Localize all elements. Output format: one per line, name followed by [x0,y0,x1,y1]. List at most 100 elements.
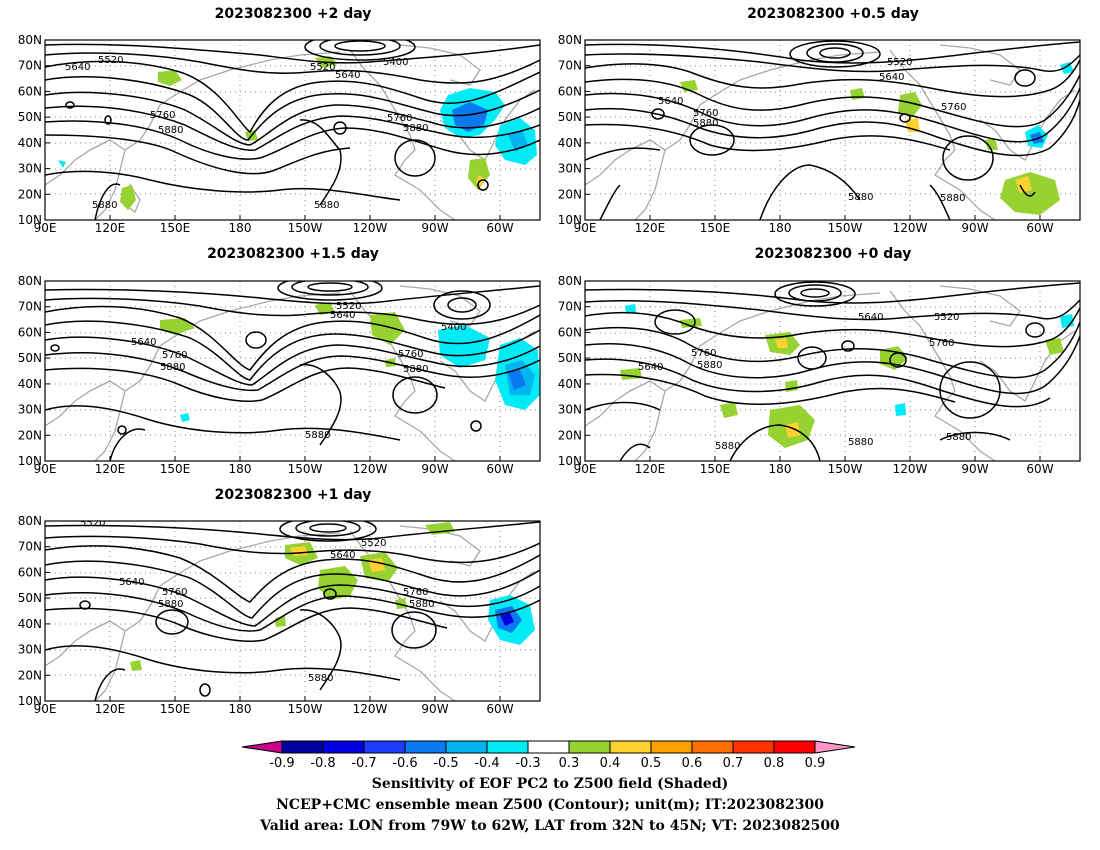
lon-tick-label: 180 [229,221,252,235]
colorbar-label: 0.3 [559,756,580,771]
colorbar-high-arrow [814,740,856,754]
contour-label: 5520 [310,62,335,73]
lon-tick-label: 150E [160,702,191,716]
lon-tick-label: 120E [635,462,666,476]
panel-plus0: 5640 5520 5760 5880 5640 5760 5880 5880 … [585,281,1080,461]
contour-label: 5400 [441,322,466,333]
lon-tick-label: 120W [353,462,388,476]
contour-label: 5760 [403,587,428,598]
contour-label: 5760 [691,348,716,359]
panel-plus1: 5520 5520 5640 5640 5760 5880 5760 5880 … [45,518,540,701]
lat-tick-label: 20N [18,428,42,442]
lon-tick-label: 150W [828,462,863,476]
contour-label: 5640 [335,70,360,81]
colorbar-label: 0.7 [723,756,744,771]
panel-frame [44,280,541,462]
contour-label: 5760 [387,113,412,124]
lat-tick-label: 70N [18,300,42,314]
panel-title-plus1: 2023082300 +1 day [214,487,372,503]
lat-tick-label: 20N [558,187,582,201]
lat-tick-label: 80N [18,274,42,288]
contour-labels: 5520 5520 5640 5640 5760 5880 5760 5880 … [80,518,434,684]
lon-tick-label: 90E [574,221,597,235]
lon-tick-label: 90W [961,221,988,235]
colorbar-swatch [773,740,816,754]
lon-tick-label: 120W [353,702,388,716]
lat-tick-label: 60N [18,565,42,579]
colorbar-swatch [691,740,734,754]
contour-label: 5880 [409,599,434,610]
panel-plus2: 5520 5640 5520 5400 5640 5760 5880 5760 … [45,40,540,220]
lon-tick-label: 120W [353,221,388,235]
lat-tick-label: 20N [18,668,42,682]
contour-label: 5880 [308,673,333,684]
lat-tick-label: 80N [18,514,42,528]
lon-tick-label: 180 [769,221,792,235]
lat-tick-label: 70N [558,300,582,314]
lon-tick-label: 60W [1026,462,1053,476]
colorbar-label: -0.6 [392,756,417,771]
footer-line-3: Valid area: LON from 79W to 62W, LAT fro… [260,818,840,834]
contour-label: 5880 [946,432,971,443]
lat-tick-label: 40N [18,617,42,631]
contour-label: 5880 [848,437,873,448]
colorbar-low-arrow [241,740,283,754]
colorbar-swatch [322,740,365,754]
lat-tick-label: 60N [18,325,42,339]
colorbar-swatch [486,740,529,754]
contours [45,40,540,220]
lat-tick-label: 50N [558,351,582,365]
lon-tick-label: 90W [961,462,988,476]
contour-label: 5520 [887,57,912,68]
contour-label: 5640 [858,312,883,323]
lon-tick-label: 90W [421,462,448,476]
lat-tick-label: 40N [18,377,42,391]
contour-label: 5640 [658,96,683,107]
colorbar-swatch [609,740,652,754]
lat-tick-label: 30N [558,403,582,417]
footer-line-1: Sensitivity of EOF PC2 to Z500 field (Sh… [371,776,729,792]
colorbar-swatch [363,740,406,754]
lat-tick-label: 60N [18,84,42,98]
panel-title-plus0.5: 2023082300 +0.5 day [747,6,919,22]
lon-tick-label: 90E [34,702,57,716]
map-panels: 5520 5640 5520 5400 5640 5760 5880 5760 … [18,33,1081,716]
shading [620,304,1074,448]
contour-label: 5520 [934,312,959,323]
lon-tick-label: 150E [700,221,731,235]
shading [160,302,540,422]
contour-label: 5640 [638,362,663,373]
contour-label: 5880 [693,118,718,129]
contour-label: 5520 [80,518,105,529]
contour-label: 5880 [158,125,183,136]
shading [680,62,1074,215]
contours [585,281,1080,461]
panel-frame [44,39,541,221]
lon-tick-label: 150W [288,702,323,716]
colorbar-swatch [404,740,447,754]
contour-label: 5760 [398,349,423,360]
colorbar-swatch [281,740,324,754]
footer-line-2: NCEP+CMC ensemble mean Z500 (Contour); u… [276,797,824,813]
lon-tick-label: 180 [229,462,252,476]
lon-tick-label: 120E [635,221,666,235]
contours [45,281,540,461]
colorbar-label: 0.4 [600,756,621,771]
colorbar-label: -0.3 [515,756,540,771]
contour-label: 5640 [330,310,355,321]
lat-tick-label: 70N [558,59,582,73]
contour-label: 5880 [697,360,722,371]
lat-tick-label: 50N [558,110,582,124]
contour-label: 5520 [98,55,123,66]
lat-tick-label: 30N [18,643,42,657]
contour-label: 5880 [305,430,330,441]
lon-tick-label: 120E [95,462,126,476]
contour-label: 5880 [160,362,185,373]
contour-label: 5520 [361,538,386,549]
colorbar-swatch [568,740,611,754]
lat-tick-label: 20N [18,187,42,201]
coastline [45,525,536,701]
lat-tick-label: 40N [558,136,582,150]
axes-layer: 90E 120E 150E 180 150W 120W 90W 60W 10N 20N 30N 40N… [18,33,1054,716]
contours [45,521,540,701]
